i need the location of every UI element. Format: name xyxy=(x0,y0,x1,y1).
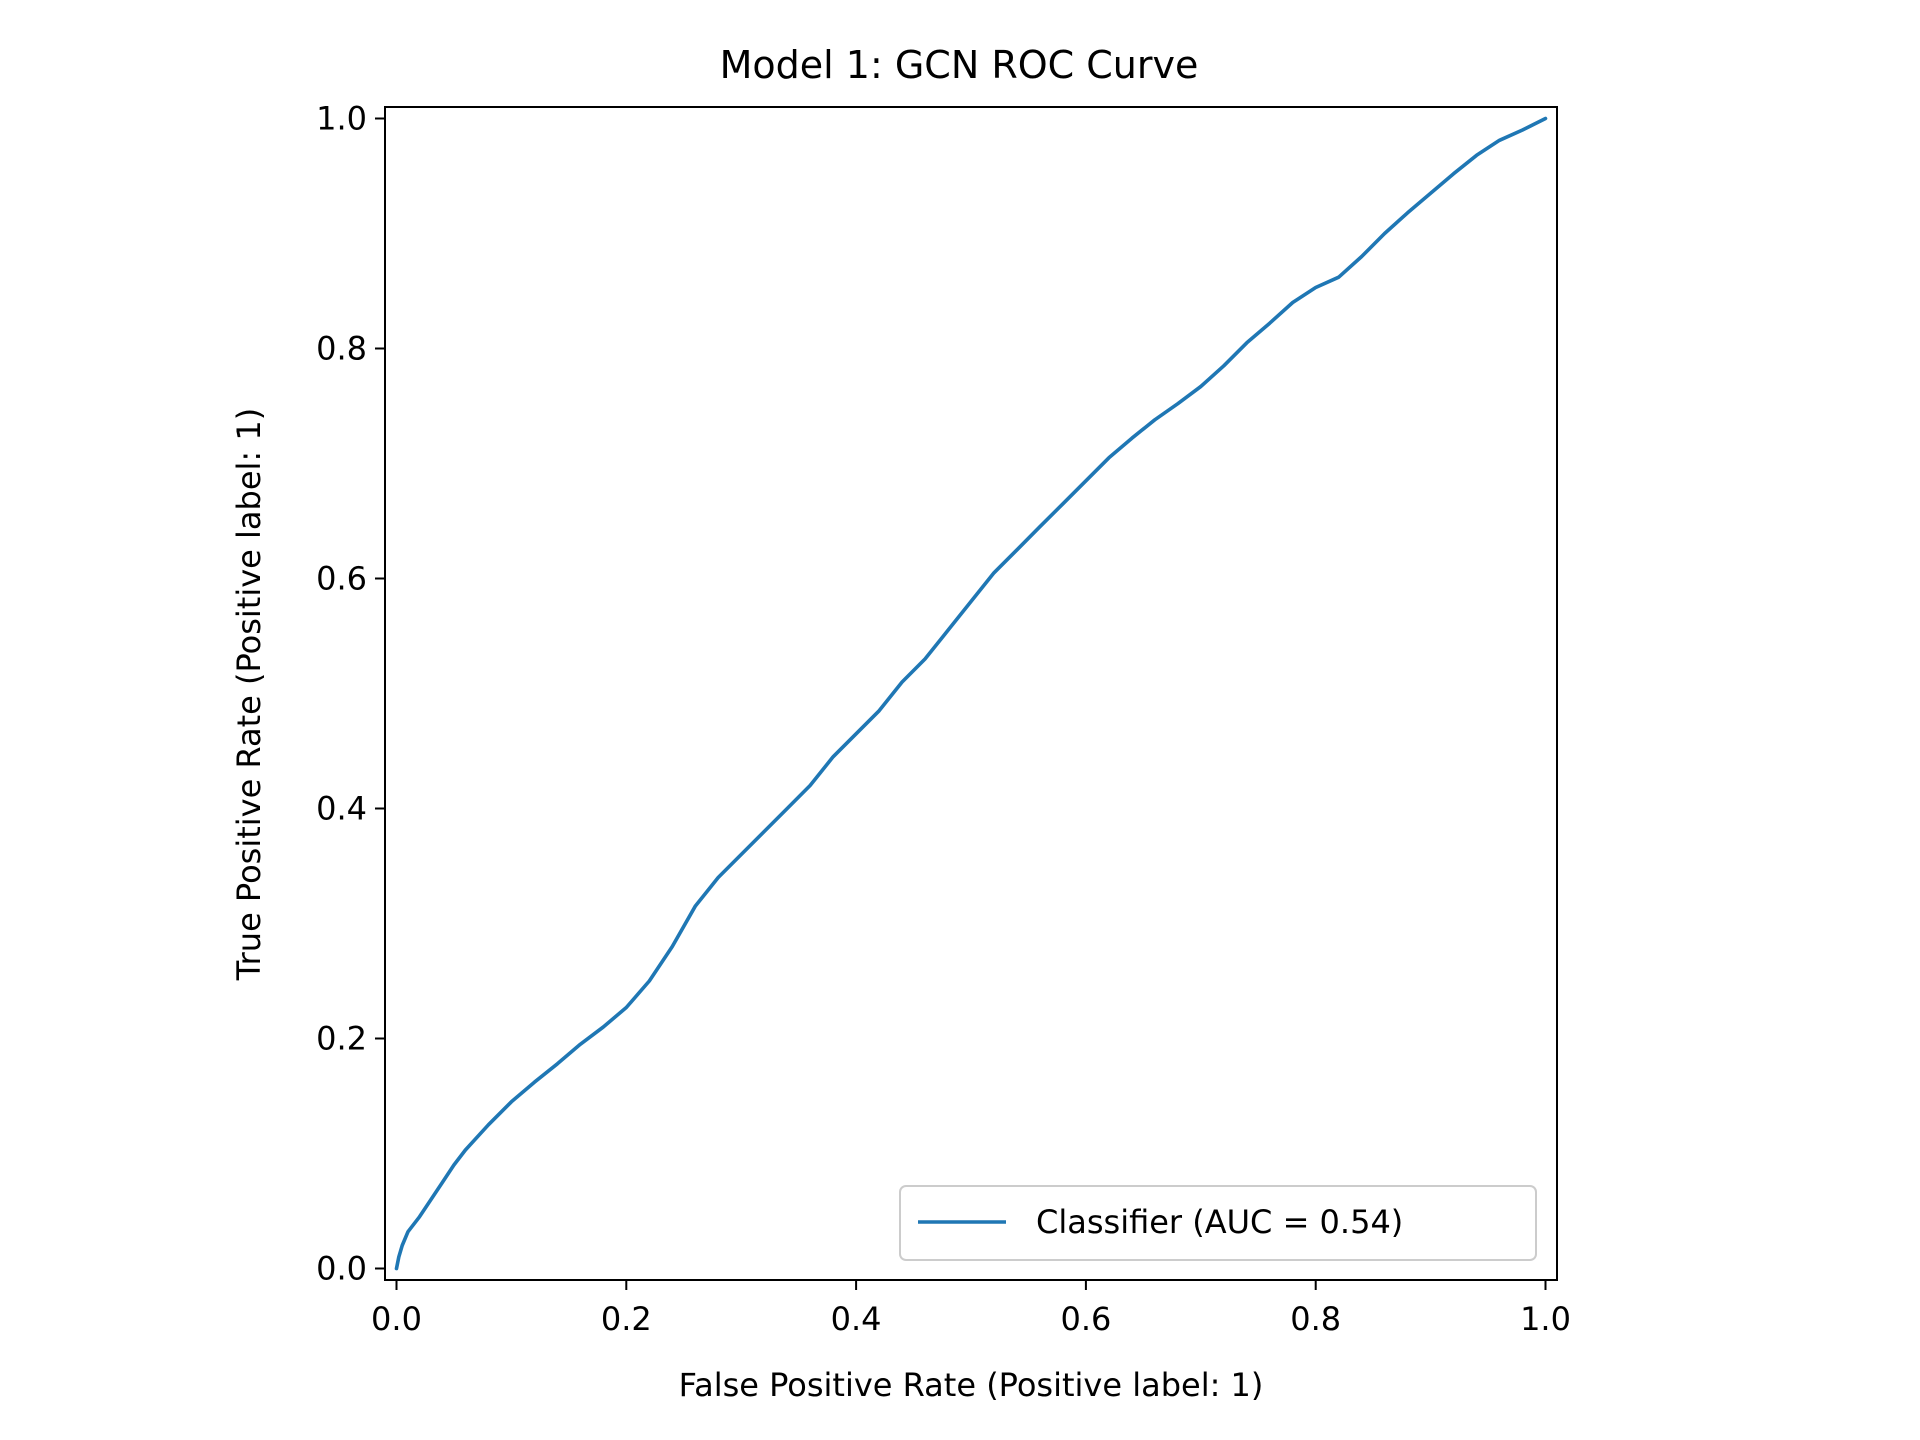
x-tick-label: 0.4 xyxy=(831,1300,882,1338)
x-tick-label: 0.0 xyxy=(371,1300,422,1338)
x-axis-label: False Positive Rate (Positive label: 1) xyxy=(679,1366,1264,1404)
x-tick-label: 1.0 xyxy=(1520,1300,1571,1338)
y-tick-label: 0.2 xyxy=(316,1020,367,1058)
y-axis-label: True Positive Rate (Positive label: 1) xyxy=(230,408,268,981)
x-tick-label: 0.8 xyxy=(1290,1300,1341,1338)
chart-title: Model 1: GCN ROC Curve xyxy=(720,43,1199,87)
legend-label: Classifier (AUC = 0.54) xyxy=(1036,1203,1403,1241)
y-tick-label: 0.4 xyxy=(316,790,367,828)
x-tick-label: 0.2 xyxy=(601,1300,652,1338)
y-tick-label: 0.0 xyxy=(316,1250,367,1288)
legend: Classifier (AUC = 0.54) xyxy=(899,1185,1537,1261)
x-tick-label: 0.6 xyxy=(1060,1300,1111,1338)
y-axis-ticks: 0.0 0.2 0.4 0.6 0.8 1.0 xyxy=(316,100,385,1288)
y-tick-label: 0.8 xyxy=(316,330,367,368)
legend-box xyxy=(899,1185,1537,1261)
y-tick-label: 1.0 xyxy=(316,100,367,138)
x-axis-ticks: 0.0 0.2 0.4 0.6 0.8 1.0 xyxy=(371,1280,1571,1338)
plot-area-frame xyxy=(384,106,1558,1281)
y-tick-label: 0.6 xyxy=(316,560,367,598)
roc-curve-line xyxy=(394,116,1548,1271)
